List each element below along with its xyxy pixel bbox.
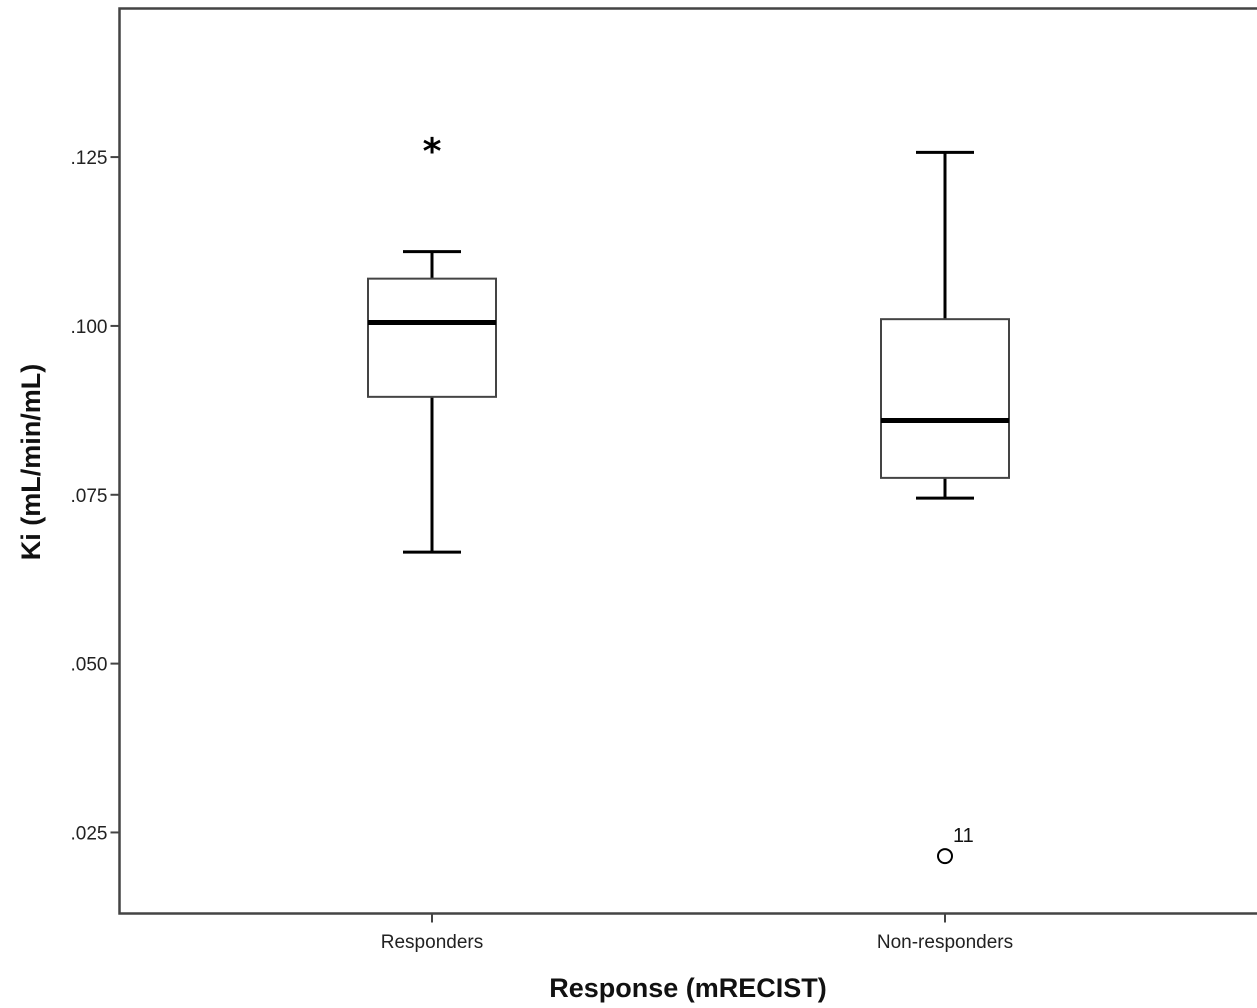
iqr-box (880, 318, 1010, 479)
y-tick-label: .050 (71, 655, 108, 676)
y-axis: .025 .050 .075 .100 .125 (71, 148, 120, 844)
x-tick-label: Responders (381, 932, 483, 953)
x-axis: Responders Non-responders (381, 913, 1013, 953)
box-group-0: * (367, 132, 497, 554)
x-tick-label: Non-responders (877, 932, 1013, 953)
y-axis-title: Ki (mL/min/mL) (16, 364, 46, 561)
y-tick-label: .075 (71, 486, 108, 507)
y-tick-label: .025 (71, 823, 108, 844)
outlier-marker (937, 848, 953, 865)
plot-area-frame (118, 7, 1257, 915)
box-group-1: 11 (880, 150, 1010, 865)
iqr-box (367, 277, 497, 398)
y-tick-label: .125 (71, 148, 108, 169)
extreme-outlier-marker: * (423, 132, 442, 173)
outlier-label: 11 (953, 825, 974, 847)
boxes: * 11 (367, 132, 1010, 865)
x-axis-title: Response (mRECIST) (549, 973, 827, 1003)
y-tick-label: .100 (71, 317, 108, 338)
